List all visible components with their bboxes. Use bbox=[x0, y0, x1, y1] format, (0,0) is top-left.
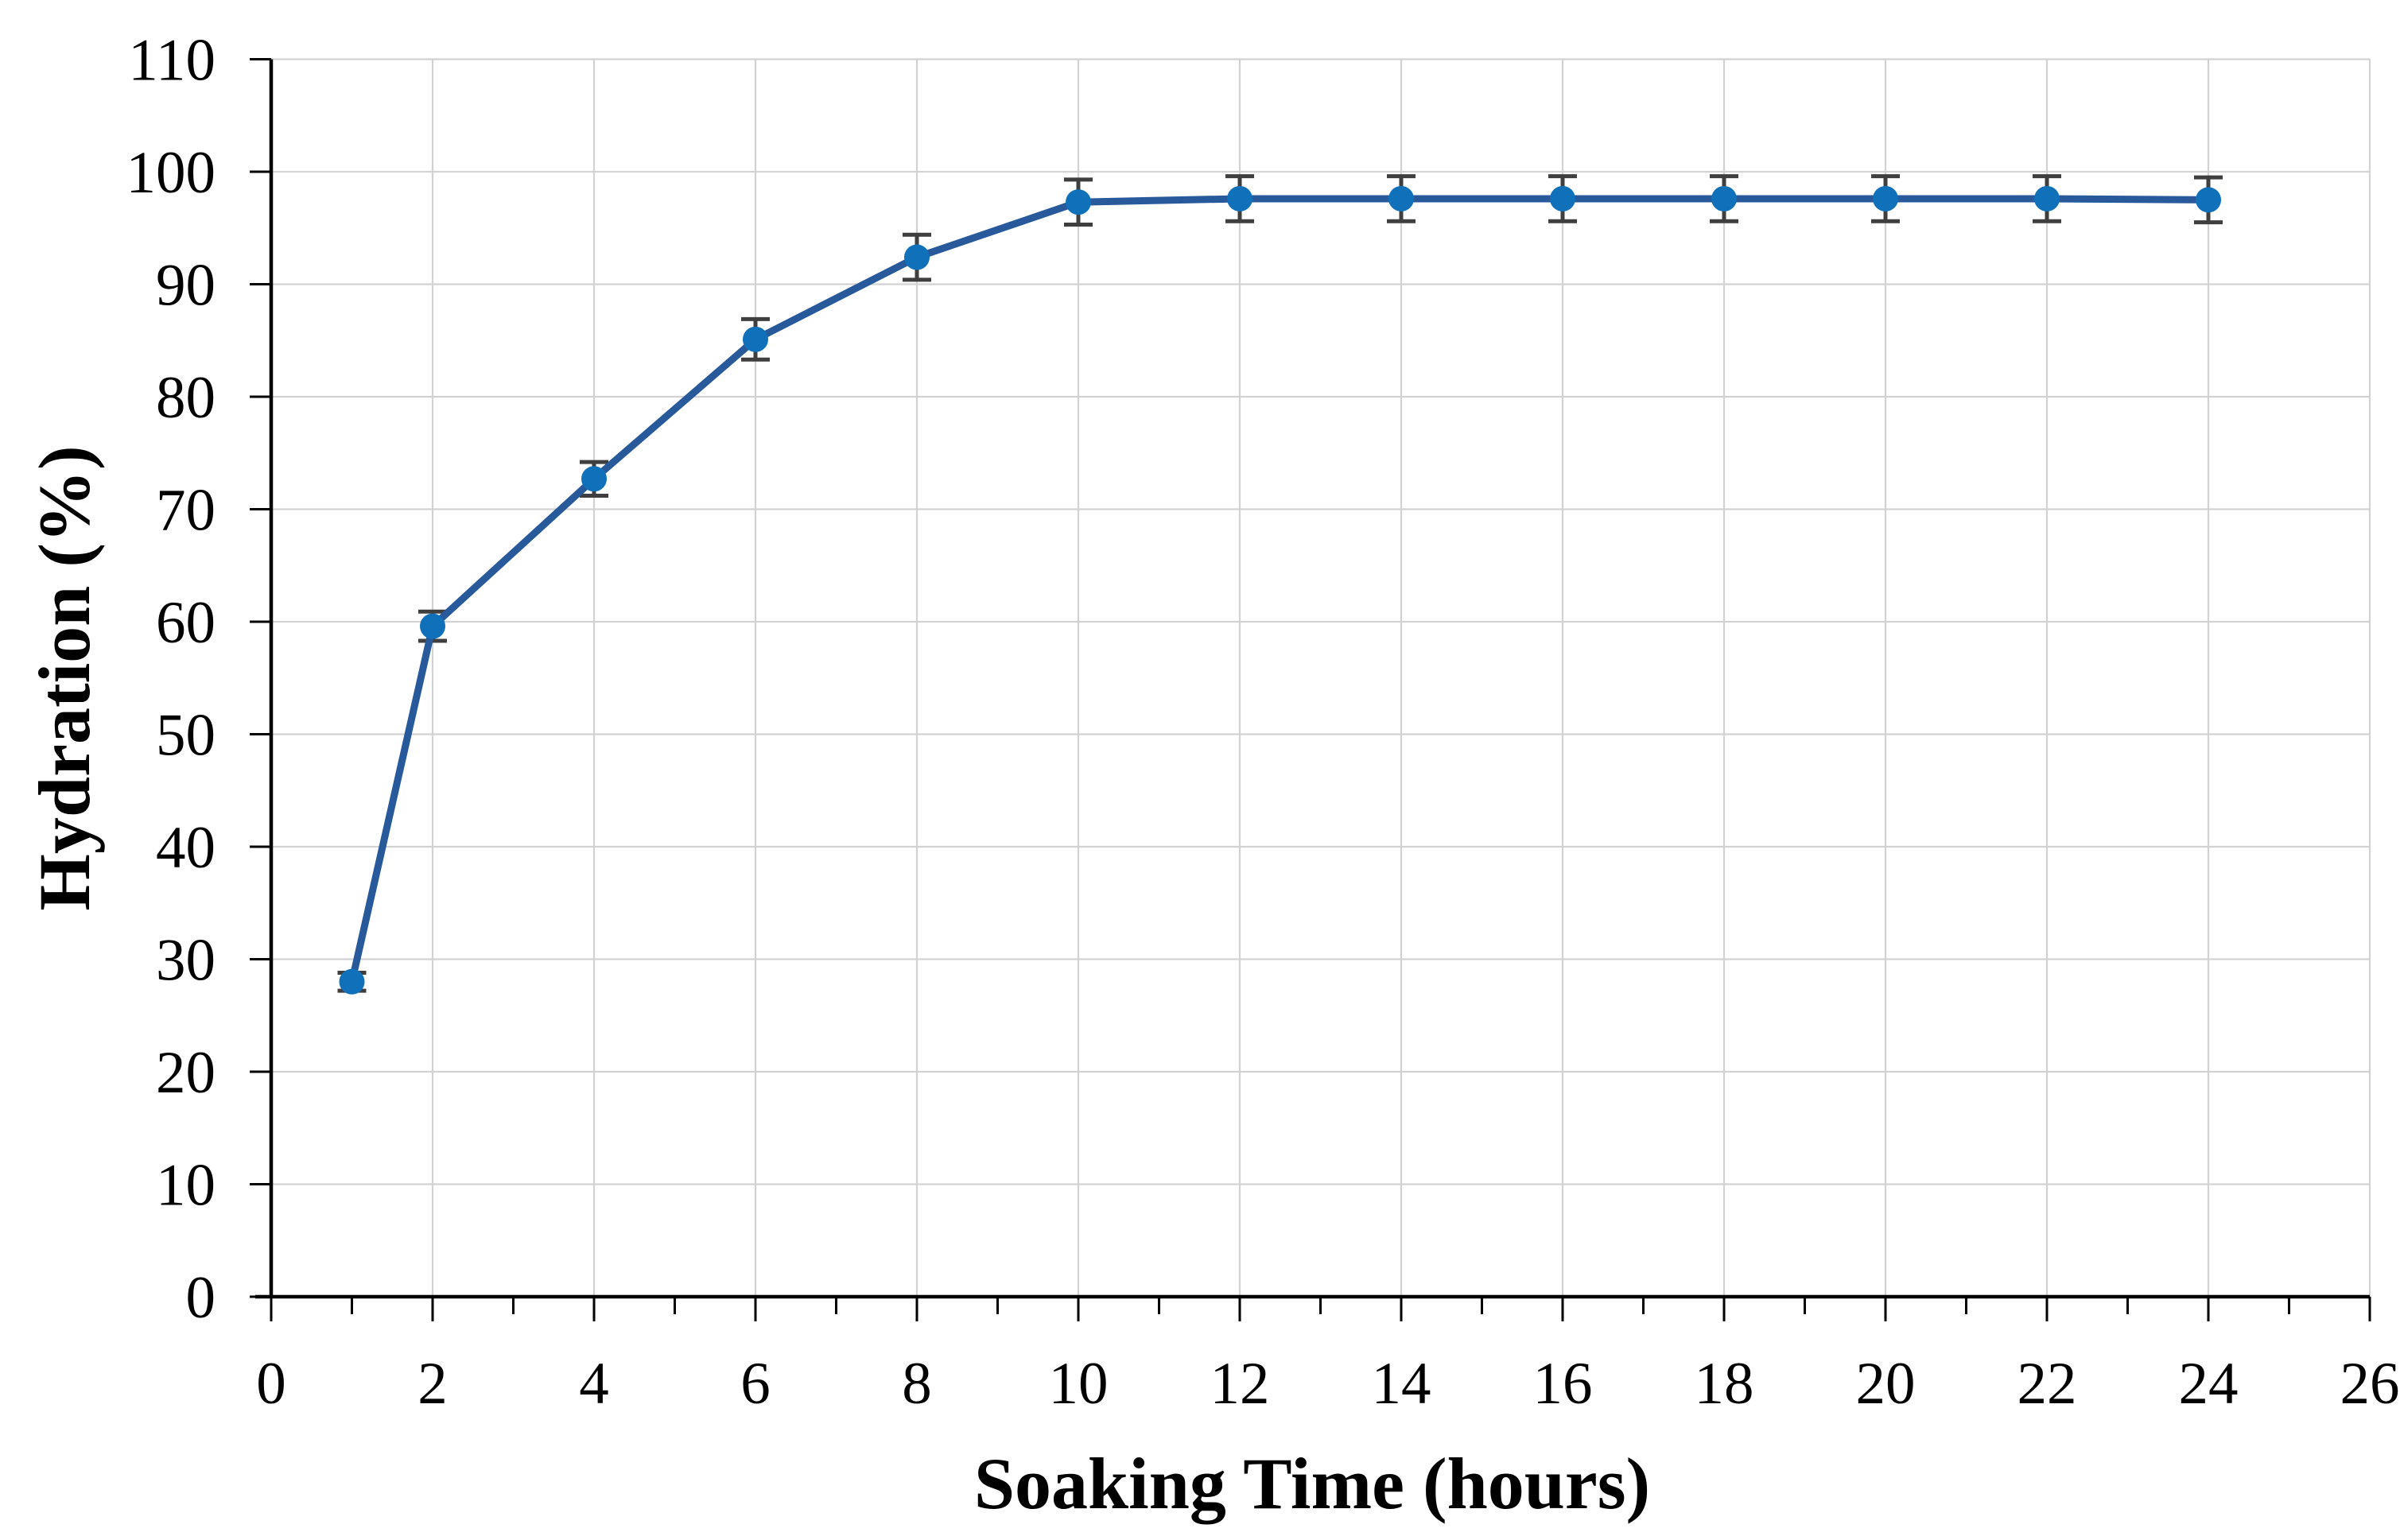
data-point bbox=[1711, 185, 1737, 211]
y-tick-label: 10 bbox=[156, 1153, 216, 1219]
y-tick-label: 60 bbox=[156, 590, 216, 656]
y-tick-label: 30 bbox=[156, 928, 216, 994]
x-tick-label: 20 bbox=[1856, 1351, 1916, 1417]
x-tick-label: 18 bbox=[1695, 1351, 1754, 1417]
y-axis-title: Hydration (%) bbox=[24, 445, 105, 910]
data-point bbox=[339, 968, 365, 995]
x-tick-label: 14 bbox=[1372, 1351, 1431, 1417]
data-point bbox=[1550, 185, 1575, 211]
data-point bbox=[2196, 187, 2221, 213]
x-tick-label: 12 bbox=[1210, 1351, 1270, 1417]
y-tick-label: 70 bbox=[156, 478, 216, 544]
y-tick-label: 50 bbox=[156, 703, 216, 769]
data-point bbox=[1388, 185, 1414, 211]
data-point bbox=[420, 613, 445, 639]
y-tick-label: 0 bbox=[186, 1265, 216, 1331]
data-point bbox=[743, 326, 768, 352]
x-axis-title: Soaking Time (hours) bbox=[974, 1443, 1650, 1524]
data-point bbox=[581, 466, 607, 492]
data-point bbox=[1066, 189, 1091, 215]
x-tick-label: 4 bbox=[579, 1351, 609, 1417]
x-tick-label: 24 bbox=[2179, 1351, 2239, 1417]
data-point bbox=[904, 244, 930, 270]
x-tick-label: 16 bbox=[1533, 1351, 1593, 1417]
x-tick-label: 0 bbox=[256, 1351, 286, 1417]
x-tick-label: 2 bbox=[417, 1351, 448, 1417]
axes bbox=[250, 58, 2371, 1321]
y-tick-label: 90 bbox=[156, 253, 216, 319]
data-point bbox=[1873, 185, 1898, 211]
x-tick-label: 22 bbox=[2017, 1351, 2077, 1417]
y-tick-label: 20 bbox=[156, 1040, 216, 1106]
error-bars bbox=[337, 174, 2223, 993]
x-tick-label: 10 bbox=[1049, 1351, 1109, 1417]
y-tick-label: 40 bbox=[156, 815, 216, 881]
y-tick-label: 80 bbox=[156, 365, 216, 431]
y-tick-label: 100 bbox=[126, 140, 216, 206]
x-tick-label: 6 bbox=[740, 1351, 771, 1417]
data-point bbox=[1227, 185, 1252, 211]
series-line bbox=[348, 195, 2212, 986]
x-tick-label: 26 bbox=[2340, 1351, 2400, 1417]
y-tick-label: 110 bbox=[128, 28, 216, 94]
x-tick-label: 8 bbox=[902, 1351, 932, 1417]
data-series bbox=[339, 185, 2221, 995]
gridlines bbox=[271, 58, 2371, 1297]
data-point bbox=[2034, 185, 2060, 211]
